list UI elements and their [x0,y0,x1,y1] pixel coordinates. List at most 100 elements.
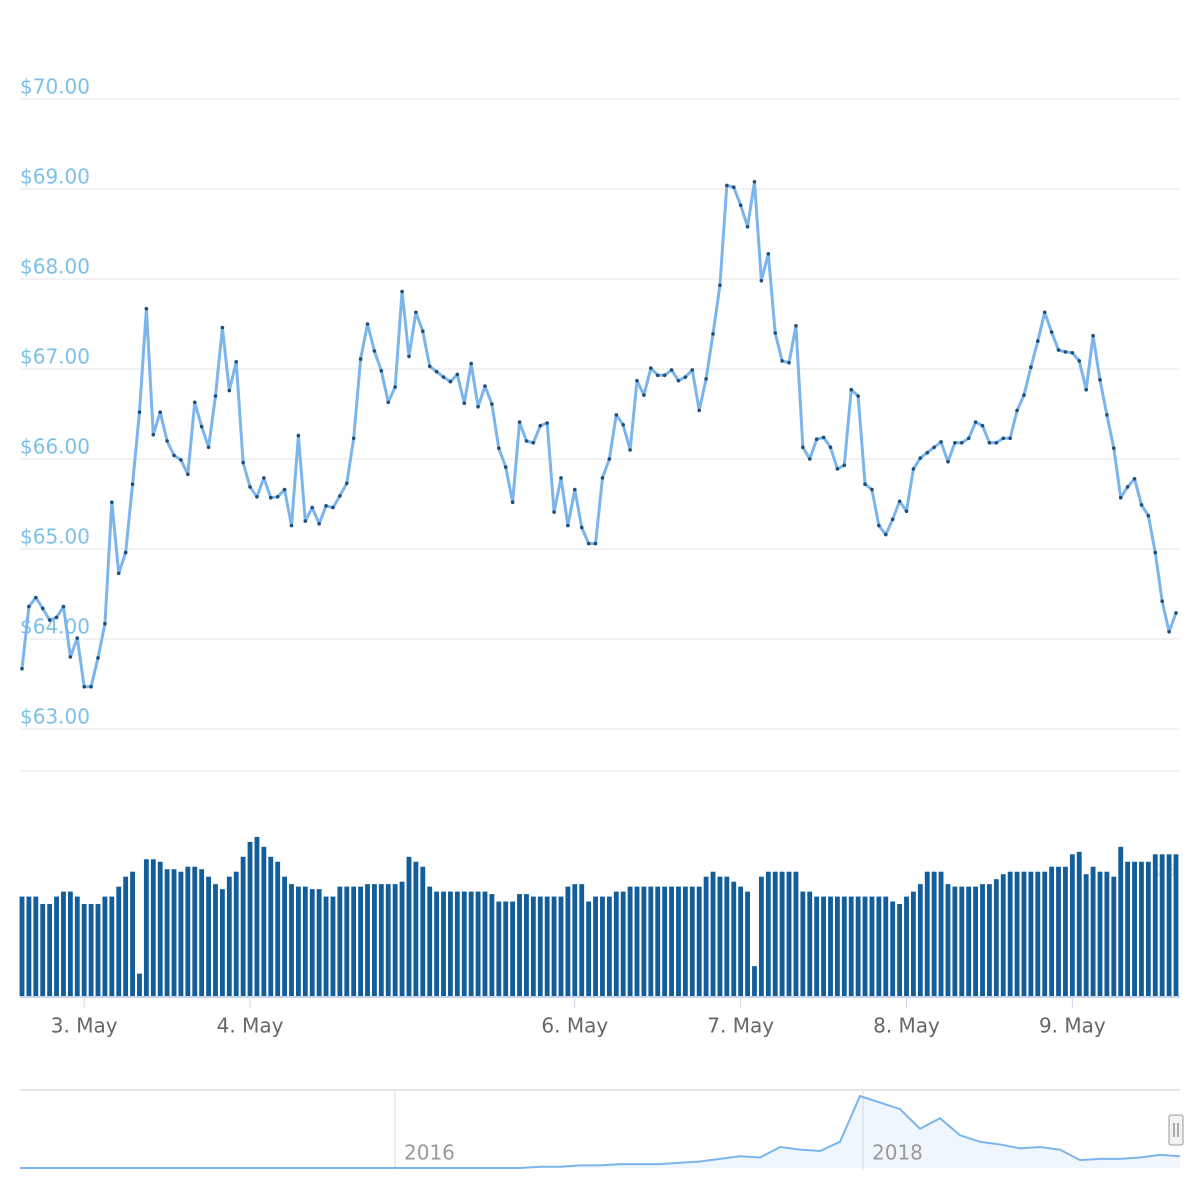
volume-bar [1145,861,1151,996]
volume-bar [980,884,985,996]
price-point [303,519,308,523]
price-point [545,421,549,425]
price-point [199,424,204,429]
price-point [1029,365,1033,370]
volume-bar [178,871,184,996]
volume-bar [1007,871,1013,996]
price-point [704,377,708,381]
volume-bar [793,871,799,996]
volume-bar [579,884,585,996]
navigator-handle[interactable] [1168,1114,1184,1146]
price-point [883,532,888,537]
volume-bar [164,869,170,996]
volume-bar [537,896,543,996]
price-point [1022,393,1026,397]
volume-bar [1152,854,1158,996]
price-point [752,180,757,184]
price-point [718,283,722,288]
price-point [552,510,556,514]
volume-bar [1042,871,1048,996]
volume-bar [302,886,308,996]
volume-bar [95,904,101,996]
volume-bar [392,884,398,996]
price-point [158,410,163,415]
volume-bar [427,886,433,996]
price-point [890,517,895,522]
price-point [338,494,342,498]
price-point [75,636,80,640]
y-tick-label: $69.00 [20,165,90,189]
volume-bar [524,894,529,996]
volume-bar [316,889,322,996]
volume-bar [1021,871,1027,996]
volume-bar [855,896,861,996]
volume-bar [904,896,909,996]
price-point [1174,611,1178,615]
price-point [455,372,460,377]
price-point [980,423,985,428]
volume-bar [883,896,889,996]
price-point [697,408,701,413]
volume-bar [924,871,930,996]
price-point [358,357,363,361]
volume-bar [358,886,364,996]
volume-bar [1069,854,1075,996]
navigator-label: 2018 [872,1141,923,1165]
volume-bar [330,896,336,996]
volume-bar [724,876,730,996]
volume-bar [993,879,999,996]
volume-bar [869,896,875,996]
volume-bar [655,886,661,996]
volume-bar [468,891,474,996]
volume-bar [26,896,32,996]
volume-bar [1056,866,1061,996]
volume-bar [620,891,626,996]
price-point [932,445,936,450]
price-point [725,183,729,188]
volume-bar [54,896,59,996]
volume-bar [503,901,509,996]
volume-bar [406,856,412,996]
volume-bar [365,884,370,996]
volume-bar [461,891,467,996]
volume-bar [973,886,979,996]
volume-bar [233,871,239,996]
volume-bar [558,896,564,996]
volume-bar [862,896,868,996]
price-point [110,500,114,505]
volume-bar [489,894,495,996]
volume-bar [40,904,46,996]
price-point [289,523,294,528]
volume-bar [703,876,709,996]
volume-bar [295,886,301,996]
volume-bar [966,886,972,996]
price-point [351,436,356,441]
volume-bar [800,891,806,996]
price-point [593,541,598,546]
price-point [925,450,930,455]
volume-bar [1125,861,1131,996]
volume-bar [61,891,66,996]
x-tick-label: 3. May [51,1014,118,1038]
volume-bar [275,861,281,996]
price-point [54,615,59,620]
volume-bar [337,886,343,996]
volume-bar [717,876,723,996]
price-point [227,388,232,393]
volume-bar [378,884,384,996]
price-point [1056,348,1061,352]
price-point [607,457,612,461]
price-point [517,420,522,424]
price-point [1118,495,1123,500]
price-point [34,595,38,600]
volume-bar [572,884,578,996]
volume-bar [454,891,460,996]
price-point [662,373,667,378]
price-point [635,378,639,383]
volume-bar [551,896,557,996]
volume-bar [876,896,882,996]
price-point [61,604,66,609]
volume-bar [758,876,764,996]
volume-bar [1132,861,1137,996]
